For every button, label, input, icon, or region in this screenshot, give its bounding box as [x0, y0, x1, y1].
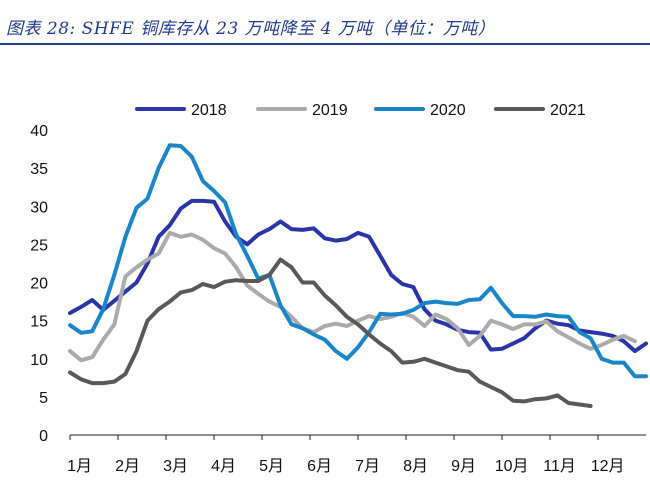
x-tick-label: 11月	[543, 458, 576, 475]
x-tick-label: 4月	[211, 458, 236, 475]
title-underline	[0, 43, 650, 45]
x-tick-label: 7月	[355, 458, 380, 475]
y-tick-label: 35	[30, 161, 48, 178]
chart-title: 图表 28: SHFE 铜库存从 23 万吨降至 4 万吨（单位：万吨）	[6, 19, 496, 39]
x-tick-label: 8月	[403, 458, 428, 475]
series-lines	[68, 143, 648, 408]
x-tick-label: 9月	[451, 458, 476, 475]
legend: 2018 2019 2020 2021	[135, 102, 586, 119]
y-axis-ticks: 0 5 10 15 20 25 30 35 40	[30, 123, 48, 445]
y-tick-label: 0	[39, 428, 48, 445]
y-tick-label: 10	[30, 352, 48, 369]
series-line-2019	[68, 230, 637, 363]
x-tick-label: 12月	[591, 458, 625, 475]
x-tick-label: 5月	[259, 458, 284, 475]
x-tick-label: 3月	[163, 458, 188, 475]
y-tick-label: 5	[39, 390, 48, 407]
series-line-2018	[68, 198, 648, 354]
series-line-2021	[68, 257, 593, 408]
y-tick-label: 15	[30, 314, 48, 331]
legend-label-2020: 2020	[430, 102, 466, 119]
x-axis-ticks: 1月 2月 3月 4月 5月 6月 7月 8月 9月 10月 11月 12月	[67, 435, 625, 475]
legend-label-2021: 2021	[550, 102, 586, 119]
series-line-2020	[68, 143, 648, 379]
legend-label-2019: 2019	[312, 102, 348, 119]
y-tick-label: 30	[30, 199, 48, 216]
x-tick-label: 1月	[67, 458, 92, 475]
y-tick-label: 20	[30, 276, 48, 293]
x-tick-label: 6月	[307, 458, 332, 475]
x-tick-label: 10月	[495, 458, 529, 475]
x-tick-label: 2月	[115, 458, 140, 475]
legend-label-2018: 2018	[191, 102, 227, 119]
y-tick-label: 40	[30, 123, 48, 140]
y-tick-label: 25	[30, 237, 48, 254]
